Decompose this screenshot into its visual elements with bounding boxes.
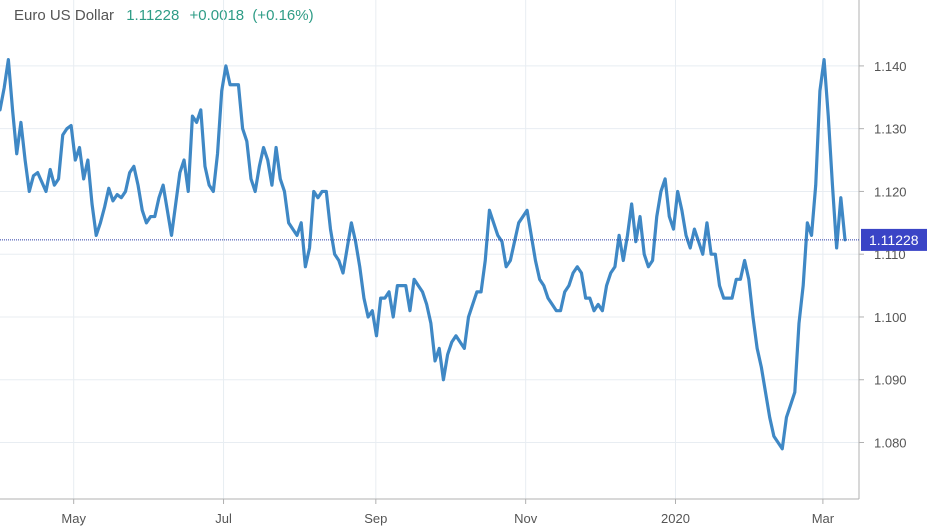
price-change-percent: (+0.16%) — [252, 7, 314, 24]
chart-header: Euro US Dollar 1.11228 +0.0018 (+0.16%) — [14, 7, 314, 24]
axis-layer: 1.080 1.090 1.100 1.110 1.120 1.130 1.140 May Ju… — [0, 0, 907, 526]
y-tick-label: 1.100 — [874, 310, 907, 325]
last-value-layer: 1.11228 — [0, 228, 927, 251]
y-tick-label: 1.130 — [874, 122, 907, 137]
last-value-label: 1.11228 — [869, 232, 919, 248]
x-tick-label: Nov — [514, 511, 538, 526]
x-tick-label: Jul — [215, 511, 232, 526]
y-tick-label: 1.090 — [874, 373, 907, 388]
grid-layer — [0, 0, 859, 499]
y-tick-label: 1.140 — [874, 59, 907, 74]
last-price: 1.11228 — [126, 7, 180, 24]
y-tick-label: 1.110 — [874, 247, 906, 262]
x-tick-label: Mar — [812, 511, 835, 526]
y-tick-label: 1.080 — [874, 436, 907, 451]
series-line — [0, 58, 847, 451]
x-tick-label: Sep — [364, 511, 387, 526]
series-layer — [0, 58, 847, 451]
price-change: +0.0018 — [189, 7, 245, 24]
instrument-title: Euro US Dollar — [14, 7, 115, 24]
last-value-badge — [861, 228, 927, 251]
x-tick-label: 2020 — [661, 511, 690, 526]
y-tick-label: 1.120 — [874, 184, 907, 199]
x-tick-label: May — [61, 511, 86, 526]
